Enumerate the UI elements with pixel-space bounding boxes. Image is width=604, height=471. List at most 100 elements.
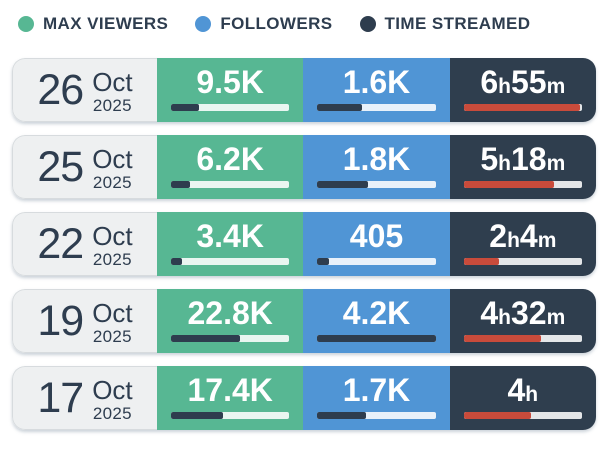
date-month: Oct <box>92 375 133 405</box>
date-day: 19 <box>37 296 84 345</box>
followers-value: 405 <box>349 218 404 254</box>
legend-item-time-streamed: TIME STREAMED <box>359 14 531 34</box>
followers-bar <box>317 181 436 188</box>
followers-value: 1.8K <box>342 141 411 177</box>
time-streamed-bar <box>463 335 582 342</box>
date-day: 26 <box>37 65 84 114</box>
followers-bar-fill <box>317 104 363 111</box>
date-month: Oct <box>92 67 133 97</box>
max-viewers-cell: 17.4K <box>157 366 304 430</box>
followers-cell: 4.2K <box>303 289 450 353</box>
followers-bar-fill <box>317 181 369 188</box>
date-day: 17 <box>37 373 84 422</box>
time-streamed-bar <box>463 412 582 419</box>
followers-value: 1.7K <box>342 372 411 408</box>
time-streamed-value: 4h32m <box>480 295 566 331</box>
max-viewers-value: 3.4K <box>196 218 264 254</box>
date-day: 22 <box>37 219 84 268</box>
followers-value: 1.6K <box>342 64 411 100</box>
max-viewers-cell: 3.4K <box>157 212 304 276</box>
time-streamed-cell: 6h55m <box>449 58 596 122</box>
followers-bar <box>317 412 436 419</box>
legend: MAX VIEWERS FOLLOWERS TIME STREAMED <box>18 11 596 37</box>
max-viewers-bar-fill <box>171 335 240 342</box>
time-streamed-value: 2h4m <box>489 218 557 254</box>
max-viewers-bar-fill <box>171 181 190 188</box>
date-cell: 19 Oct 2025 <box>12 289 157 353</box>
followers-dot-icon <box>195 16 212 32</box>
stats-row: 17 Oct 2025 17.4K 1.7K 4h <box>12 366 596 430</box>
stats-row: 22 Oct 2025 3.4K 405 2h4m <box>12 212 596 276</box>
stats-row: 26 Oct 2025 9.5K 1.6K 6h55m <box>12 58 596 122</box>
stats-rows: 26 Oct 2025 9.5K 1.6K 6h55m 25 <box>12 58 596 430</box>
max-viewers-bar-fill <box>171 104 200 111</box>
followers-cell: 1.6K <box>303 58 450 122</box>
max-viewers-value: 9.5K <box>196 64 264 100</box>
max-viewers-bar <box>171 258 290 265</box>
max-viewers-cell: 6.2K <box>157 135 304 199</box>
time-streamed-bar-fill <box>463 412 532 419</box>
stats-widget: MAX VIEWERS FOLLOWERS TIME STREAMED 26 O… <box>0 11 604 430</box>
time-streamed-bar-fill <box>463 258 500 265</box>
followers-bar-fill <box>317 258 330 265</box>
date-cell: 26 Oct 2025 <box>12 58 157 122</box>
time-streamed-bar <box>463 181 582 188</box>
legend-label-max-viewers: MAX VIEWERS <box>43 14 169 33</box>
max-viewers-bar-fill <box>171 258 182 265</box>
date-month-year: Oct 2025 <box>92 374 132 422</box>
date-cell: 22 Oct 2025 <box>12 212 157 276</box>
max-viewers-cell: 9.5K <box>157 58 304 122</box>
max-viewers-value: 17.4K <box>187 372 273 408</box>
legend-label-time-streamed: TIME STREAMED <box>384 14 531 33</box>
time-streamed-bar-fill <box>463 104 580 111</box>
max-viewers-cell: 22.8K <box>157 289 304 353</box>
followers-cell: 405 <box>303 212 450 276</box>
date-year: 2025 <box>92 327 132 346</box>
date-month: Oct <box>92 144 133 174</box>
date-month-year: Oct 2025 <box>92 143 132 191</box>
time-streamed-value: 6h55m <box>480 64 566 100</box>
followers-cell: 1.8K <box>303 135 450 199</box>
max-viewers-bar-fill <box>171 412 224 419</box>
max-viewers-value: 6.2K <box>196 141 264 177</box>
date-cell: 25 Oct 2025 <box>12 135 157 199</box>
legend-label-followers: FOLLOWERS <box>220 14 333 33</box>
time-streamed-value: 5h18m <box>480 141 566 177</box>
time-streamed-cell: 4h <box>449 366 596 430</box>
date-year: 2025 <box>92 96 132 115</box>
stats-row: 19 Oct 2025 22.8K 4.2K 4h32m <box>12 289 596 353</box>
followers-bar <box>317 258 436 265</box>
max-viewers-bar <box>171 104 290 111</box>
time-streamed-dot-icon <box>359 16 376 32</box>
followers-bar <box>317 104 436 111</box>
date-day: 25 <box>37 142 84 191</box>
date-month: Oct <box>92 298 133 328</box>
max-viewers-bar <box>171 181 290 188</box>
date-month-year: Oct 2025 <box>92 297 132 345</box>
followers-bar <box>317 335 436 342</box>
time-streamed-cell: 4h32m <box>449 289 596 353</box>
followers-cell: 1.7K <box>303 366 450 430</box>
max-viewers-value: 22.8K <box>187 295 273 331</box>
date-year: 2025 <box>92 173 132 192</box>
followers-bar-fill <box>317 335 436 342</box>
date-month-year: Oct 2025 <box>92 220 132 268</box>
max-viewers-bar <box>171 412 290 419</box>
time-streamed-bar-fill <box>463 335 541 342</box>
time-streamed-bar <box>463 104 582 111</box>
date-month-year: Oct 2025 <box>92 66 132 114</box>
legend-item-followers: FOLLOWERS <box>195 14 332 34</box>
max-viewers-dot-icon <box>18 16 34 32</box>
followers-bar-fill <box>317 412 366 419</box>
stats-row: 25 Oct 2025 6.2K 1.8K 5h18m <box>12 135 596 199</box>
max-viewers-bar <box>171 335 290 342</box>
legend-item-max-viewers: MAX VIEWERS <box>18 14 168 34</box>
time-streamed-value: 4h <box>507 372 539 408</box>
time-streamed-cell: 2h4m <box>449 212 596 276</box>
time-streamed-bar <box>463 258 582 265</box>
date-year: 2025 <box>92 250 132 269</box>
date-cell: 17 Oct 2025 <box>12 366 157 430</box>
followers-value: 4.2K <box>342 295 411 331</box>
time-streamed-cell: 5h18m <box>449 135 596 199</box>
time-streamed-bar-fill <box>463 181 554 188</box>
